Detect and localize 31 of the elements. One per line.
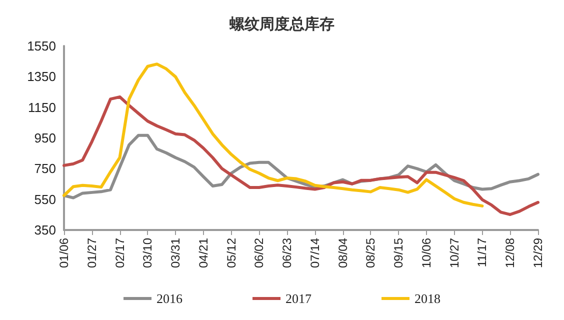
legend-label: 2018 (414, 291, 440, 306)
x-tick-label: 12/29 (531, 238, 545, 268)
x-tick-label: 07/14 (308, 238, 322, 268)
x-tick-label: 11/17 (475, 238, 490, 268)
y-tick-label: 1550 (27, 38, 56, 54)
x-tick-label: 06/23 (280, 238, 294, 268)
x-tick-label: 10/06 (419, 238, 434, 268)
y-tick-label: 550 (34, 192, 56, 207)
x-tick-label: 01/27 (84, 238, 99, 268)
x-tick-label: 09/15 (392, 238, 406, 268)
chart-title: 螺纹周度总库存 (228, 15, 334, 33)
x-tick-label: 05/12 (224, 238, 238, 268)
x-tick-label: 12/08 (503, 238, 518, 268)
x-tick-label: 10/27 (447, 238, 462, 268)
x-tick-label: 03/10 (140, 238, 155, 268)
x-tick-label: 08/04 (336, 238, 350, 268)
x-tick-label: 01/06 (57, 238, 71, 268)
line-series (62, 62, 484, 208)
legend-label: 2017 (286, 291, 312, 306)
y-tick-label: 950 (34, 130, 56, 146)
y-tick-label: 350 (34, 222, 56, 238)
x-tick-label: 03/31 (168, 238, 183, 268)
x-tick-label: 04/21 (196, 238, 210, 268)
y-tick-label: 1350 (27, 69, 56, 84)
x-tick-label: 02/17 (112, 238, 127, 268)
legend-label: 2016 (156, 291, 183, 306)
x-tick-label: 08/25 (364, 238, 378, 268)
x-tick-label: 06/02 (252, 238, 266, 268)
y-tick-label: 750 (34, 161, 56, 176)
y-tick-label: 1150 (28, 100, 56, 115)
line-series (62, 95, 540, 216)
